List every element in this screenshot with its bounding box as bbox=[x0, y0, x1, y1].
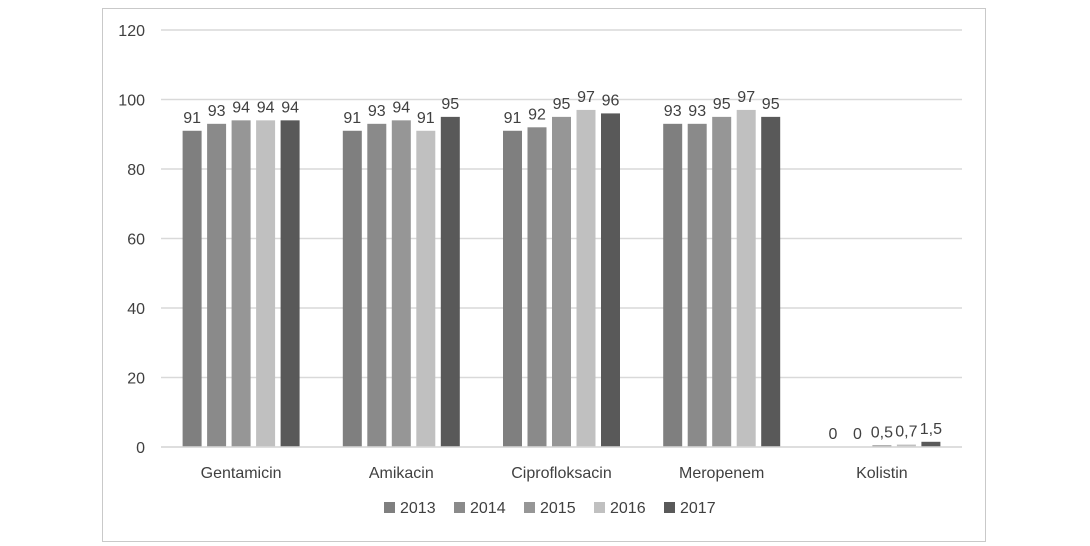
legend-label: 2017 bbox=[680, 500, 716, 517]
x-axis-categories: Gentamicin Amikacin Ciprofloksacin Meropene… bbox=[201, 465, 908, 482]
bar-2014-Gentamicin bbox=[207, 123, 227, 447]
data-label: 95 bbox=[762, 96, 780, 113]
y-tick-label: 100 bbox=[118, 93, 145, 110]
data-label: 94 bbox=[257, 99, 275, 116]
legend: 2013 2014 2015 2016 2017 bbox=[384, 500, 716, 517]
data-label: 91 bbox=[183, 110, 201, 127]
legend-swatch bbox=[664, 502, 675, 513]
data-label: 95 bbox=[713, 96, 731, 113]
y-tick-label: 60 bbox=[127, 232, 145, 249]
data-label: 91 bbox=[343, 110, 361, 127]
data-label: 0 bbox=[853, 426, 862, 443]
data-label: 91 bbox=[504, 110, 522, 127]
bar-2016-Amikacin bbox=[416, 130, 436, 447]
bar-2016-Gentamicin bbox=[256, 120, 276, 447]
data-label: 97 bbox=[737, 89, 755, 106]
y-tick-label: 80 bbox=[127, 162, 145, 179]
bar-2016-Ciprofloksacin bbox=[576, 109, 596, 448]
data-label: 0 bbox=[828, 426, 837, 443]
bar-2017-Kolistin bbox=[921, 441, 941, 447]
bar-2015-Meropenem bbox=[712, 116, 732, 447]
y-tick-label: 40 bbox=[127, 301, 145, 318]
data-label: 97 bbox=[577, 89, 595, 106]
bar-2017-Gentamicin bbox=[280, 120, 300, 447]
legend-swatch bbox=[454, 502, 465, 513]
data-label: 93 bbox=[368, 103, 386, 120]
legend-label: 2014 bbox=[470, 500, 506, 517]
bars bbox=[161, 109, 962, 448]
legend-label: 2016 bbox=[610, 500, 646, 517]
bar-2014-Meropenem bbox=[687, 123, 707, 447]
bar-2015-Amikacin bbox=[391, 120, 411, 447]
data-label: 95 bbox=[553, 96, 571, 113]
bar-2013-Amikacin bbox=[342, 130, 362, 447]
bar-2016-Meropenem bbox=[736, 109, 756, 448]
data-label: 93 bbox=[664, 103, 682, 120]
bar-2017-Meropenem bbox=[761, 116, 781, 447]
y-tick-label: 120 bbox=[118, 23, 145, 40]
data-label: 93 bbox=[688, 103, 706, 120]
data-label: 92 bbox=[528, 106, 546, 123]
bar-2017-Amikacin bbox=[440, 116, 460, 447]
data-label: 94 bbox=[392, 99, 410, 116]
bar-2015-Ciprofloksacin bbox=[552, 116, 571, 447]
bar-2013-Gentamicin bbox=[182, 130, 202, 447]
bar-2015-Kolistin bbox=[872, 445, 892, 447]
y-axis-ticks: 0 20 40 60 80 100 120 bbox=[118, 23, 145, 457]
x-category-label: Ciprofloksacin bbox=[511, 465, 611, 482]
bar-2016-Kolistin bbox=[896, 444, 916, 447]
data-label: 0,7 bbox=[895, 424, 917, 441]
x-category-label: Kolistin bbox=[856, 465, 908, 482]
y-tick-label: 0 bbox=[136, 440, 145, 457]
bar-2017-Ciprofloksacin bbox=[601, 113, 620, 448]
data-label: 0,5 bbox=[871, 424, 893, 441]
bar-2014-Ciprofloksacin bbox=[527, 127, 547, 448]
x-category-label: Meropenem bbox=[679, 465, 764, 482]
data-label: 91 bbox=[417, 110, 435, 127]
bar-2013-Ciprofloksacin bbox=[503, 130, 522, 447]
legend-label: 2015 bbox=[540, 500, 576, 517]
bar-2015-Gentamicin bbox=[231, 120, 251, 447]
data-label: 1,5 bbox=[920, 421, 942, 438]
data-label: 93 bbox=[208, 103, 226, 120]
x-category-label: Amikacin bbox=[369, 465, 434, 482]
bar-2013-Meropenem bbox=[663, 123, 683, 447]
legend-label: 2013 bbox=[400, 500, 436, 517]
x-category-label: Gentamicin bbox=[201, 465, 282, 482]
data-label: 94 bbox=[232, 99, 250, 116]
legend-swatch bbox=[524, 502, 535, 513]
data-label: 95 bbox=[441, 96, 459, 113]
data-label: 94 bbox=[281, 99, 299, 116]
y-tick-label: 20 bbox=[127, 371, 145, 388]
legend-swatch bbox=[384, 502, 395, 513]
legend-swatch bbox=[594, 502, 605, 513]
data-label: 96 bbox=[602, 92, 620, 109]
bar-2014-Amikacin bbox=[367, 123, 387, 447]
data-labels: 91 93 94 94 94 91 93 94 91 95 91 92 95 97 96 93 93 95 97 95… bbox=[183, 89, 942, 443]
